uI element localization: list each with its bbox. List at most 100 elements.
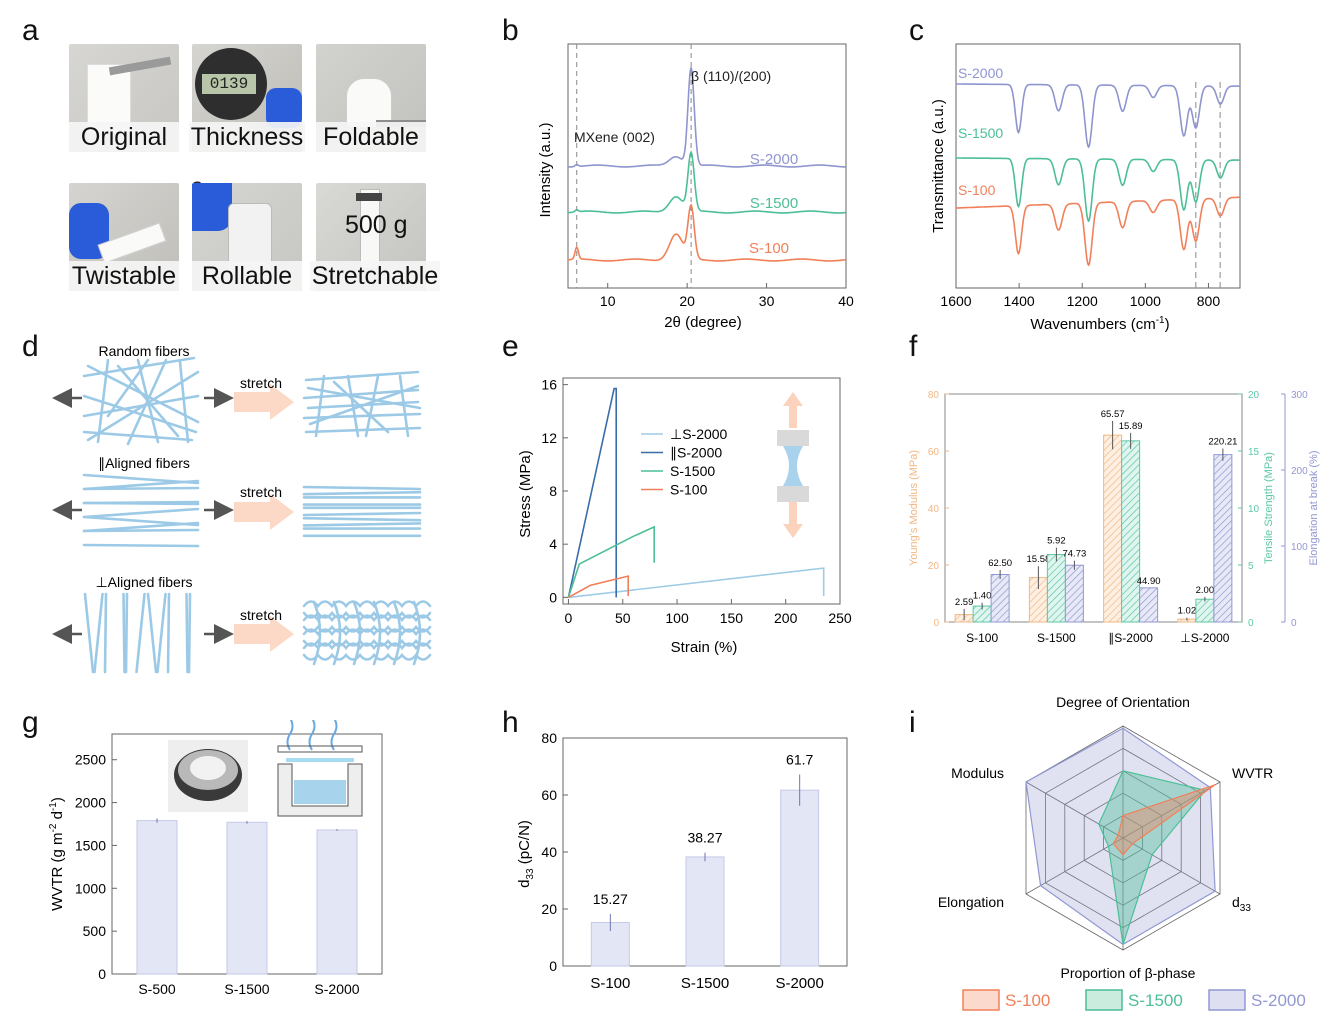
fiber <box>82 430 194 442</box>
chart-c-ylabel: Transmittance (a.u.) <box>930 99 947 233</box>
chart-e-ytick-label-12: 12 <box>541 430 557 446</box>
row-label-parallel: ∥Aligned fibers <box>98 455 190 471</box>
chart-g-category-s-2000: S-2000 <box>314 981 359 997</box>
panel-letter-d: d <box>22 330 39 363</box>
gauge-display: 0139 <box>202 74 256 94</box>
fiber <box>103 592 108 674</box>
fiber <box>83 592 95 674</box>
chart-f-y2label: Tensile Strength (MPa) <box>1263 452 1275 564</box>
chart-f-category-s-2000: ∥S-2000 <box>1108 631 1153 645</box>
fiber <box>166 592 171 674</box>
fiber <box>82 394 198 434</box>
chart-f-value-label-elongation-at-break-s-2000: 220.21 <box>1208 437 1237 448</box>
fiber <box>392 600 402 666</box>
fiber <box>124 592 129 674</box>
fiber <box>302 638 432 647</box>
chart-f-y1-tick-label-60: 60 <box>928 447 940 458</box>
fiber <box>126 358 168 446</box>
chart-c-series-s100 <box>956 196 1240 267</box>
chart-g-bar-s-2000 <box>316 829 358 975</box>
chart-e-legend-label-s-100: S-100 <box>670 482 708 498</box>
chart-h-ytick-label-80: 80 <box>541 730 557 746</box>
photo-caption-foldable: Foldable <box>316 122 426 152</box>
chart-e-xtick-label-100: 100 <box>665 610 689 626</box>
chart-c-label-s1500: S-1500 <box>958 125 1003 141</box>
chart-e-legend-label-s-2000: ⊥S-2000 <box>670 426 728 442</box>
chart-e-xtick-label-50: 50 <box>615 610 631 626</box>
chart-b-xtick-label-30: 30 <box>759 293 775 309</box>
panel-letter-i: i <box>909 706 916 739</box>
chart-f-bar-tensile-strength-s-2000 <box>1195 598 1215 623</box>
photo-caption-rollable: Rollable <box>192 261 302 291</box>
fiber <box>302 511 422 517</box>
chart-f-y1-tick-label-40: 40 <box>928 504 940 515</box>
chart-h-bar-s-1500 <box>685 856 725 967</box>
stretch-arrow-3 <box>234 616 294 652</box>
fiber <box>302 652 432 661</box>
fiber <box>306 386 422 410</box>
chart-e-xtick-label-150: 150 <box>720 610 744 626</box>
chart-b-label-s100: S-100 <box>749 240 789 257</box>
fiber <box>302 412 422 420</box>
chart-f-y2-tick-label-20: 20 <box>1248 390 1260 401</box>
fiber <box>82 507 200 519</box>
fiber <box>302 614 432 623</box>
chart-b-ylabel: Intensity (a.u.) <box>537 122 554 217</box>
dumbbell-icon <box>777 392 809 538</box>
chart-f-y1-tick-label-20: 20 <box>928 561 940 572</box>
photo-thickness: 0139 Thickness s <box>189 44 305 198</box>
chart-h: 0 20 40 60 80 15.27 S-100 38.27 S-1500 61.7 S-200… <box>516 730 848 992</box>
chart-h-ytick-label-60: 60 <box>541 787 557 803</box>
chart-e: 0 50 100 150 200 250 0 4 8 12 16 ⊥S-2000 ∥S-2000 S-1… <box>517 377 852 656</box>
chart-h-value-label-s-1500: 38.27 <box>687 830 722 846</box>
fiber <box>187 592 192 674</box>
chart-f-value-label-elongation-at-break-s-2000: 44.90 <box>1137 576 1161 587</box>
chart-b: S-2000 S-1500 S-100 β (110)/(200) MXene … <box>537 43 854 331</box>
chart-h-bar-s-2000 <box>780 789 820 967</box>
chart-e-xlabel: Strain (%) <box>671 639 738 656</box>
chart-e-series-s-1500 <box>567 525 655 598</box>
fiber <box>312 600 322 666</box>
fiber <box>302 490 422 496</box>
chart-h-ytick-label-20: 20 <box>541 901 557 917</box>
chart-f-y3-tick-label-100: 100 <box>1291 542 1308 553</box>
chart-f-y1-tick-label-80: 80 <box>928 390 940 401</box>
chart-b-label-s1500: S-1500 <box>750 195 798 212</box>
fiber <box>302 642 432 651</box>
panel-letter-c: c <box>909 14 924 47</box>
panel-letter-g: g <box>22 706 39 739</box>
chart-f-bar-young-s-modulus-s-2000 <box>1103 434 1123 623</box>
fiber <box>106 358 150 418</box>
chart-f-value-label-young-s-modulus-s-2000: 65.57 <box>1101 409 1125 420</box>
chart-f-value-label-tensile-strength-s-1500: 5.92 <box>1047 536 1066 547</box>
chart-e-legend-label-s-2000: ∥S-2000 <box>670 445 722 461</box>
chart-e-xtick-label-200: 200 <box>774 610 798 626</box>
fiber <box>302 624 432 633</box>
chart-i-spoke-2 <box>1122 837 1221 895</box>
chart-i: Degree of Orientation WVTR d33 Proportion o… <box>938 694 1306 1011</box>
fiber <box>306 400 420 410</box>
chart-f-y1-tick-label-0: 0 <box>933 618 939 629</box>
chart-e-ytick-label-0: 0 <box>549 589 557 605</box>
chart-i-legend-swatch-s-1500 <box>1085 989 1123 1011</box>
chart-h-value-label-s-100: 15.27 <box>593 891 628 907</box>
photo-rollable: Rollable <box>192 183 302 291</box>
fiber <box>82 543 200 548</box>
chart-i-legend-label-s-2000: S-2000 <box>1251 991 1306 1010</box>
chart-i-legend: S-100 S-1500 S-2000 <box>962 989 1306 1011</box>
chart-f-y1label: Young's Modulus (MPa) <box>908 450 920 566</box>
chart-h-ytick-label-40: 40 <box>541 844 557 860</box>
fiber <box>86 370 200 442</box>
fiber <box>332 380 390 434</box>
chart-f-value-label-tensile-strength-s-100: 1.40 <box>973 591 992 602</box>
fiber <box>412 600 422 666</box>
chart-c-xlabel: Wavenumbers (cm-1) <box>1030 315 1169 333</box>
chart-h-ytick-label-0: 0 <box>549 958 557 974</box>
chart-f-y3-tick-label-200: 200 <box>1291 466 1308 477</box>
panel-letter-e: e <box>502 330 519 363</box>
photo-caption-twistable: Twistable <box>69 261 179 291</box>
wvtr-schematic <box>277 720 363 817</box>
chart-g: 0 500 1000 1500 2000 2500 S-500 S-1500 S-2000 W… <box>48 720 383 997</box>
chart-e-ylabel: Stress (MPa) <box>517 450 534 538</box>
photo-twistable: Twistable <box>69 183 179 291</box>
